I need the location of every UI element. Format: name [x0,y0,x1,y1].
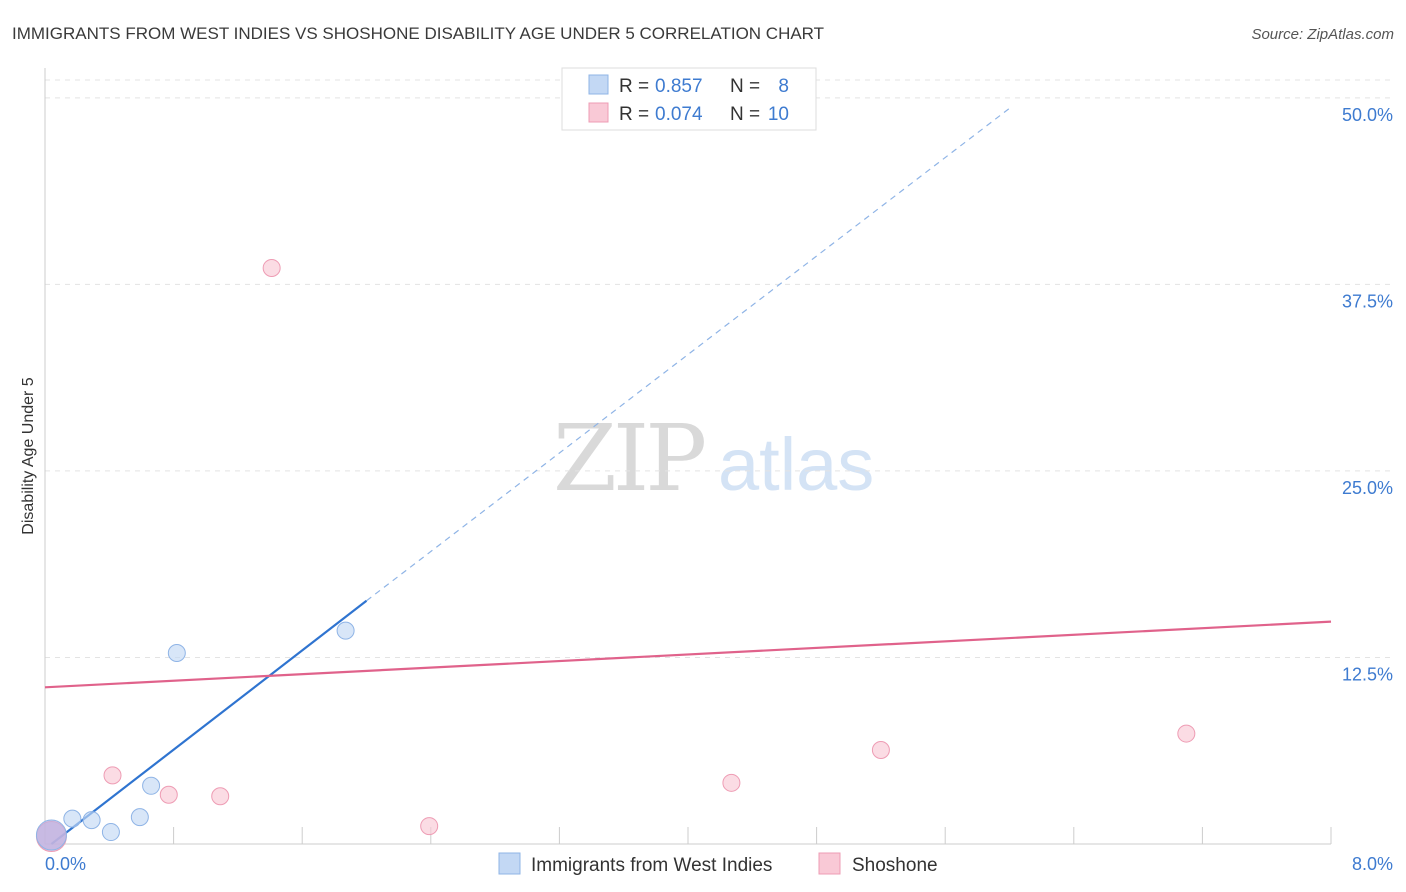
point-west-indies [35,819,67,851]
stats-r-label-west-indies: R = [619,76,649,97]
point-west-indies [336,621,355,640]
stats-n-value-shoshone: 10 [768,104,789,125]
point-shoshone [1177,724,1196,743]
watermark-zip: ZIP [553,405,704,512]
point-west-indies [101,823,120,842]
stats-n-label-west-indies: N = [730,76,760,97]
point-shoshone [871,740,890,759]
legend-swatch-shoshone [818,852,841,875]
y-tick-label: 50.0% [1342,105,1393,125]
trend-line-shoshone [44,620,1332,689]
trend-line-west-indies [50,599,368,845]
stats-r-value-shoshone: 0.074 [655,104,703,125]
point-shoshone [262,258,281,277]
stats-n-value-west-indies: 8 [778,76,789,97]
x-tick-label-min: 0.0% [45,854,86,874]
watermark-atlas: atlas [718,423,874,506]
x-axis-ticks [173,827,1332,844]
stats-legend: R = 0.857 N = 8 R = 0.074 N = 10 [561,67,817,131]
point-west-indies [167,643,186,662]
watermark: ZIP atlas [553,405,874,512]
y-tick-label: 25.0% [1342,478,1393,498]
legend-swatch-west-indies [498,852,521,875]
point-shoshone [420,817,439,836]
x-tick-label-max: 8.0% [1352,854,1393,874]
point-west-indies [142,776,161,795]
stats-swatch-west-indies [588,74,609,95]
chart-source: Source: ZipAtlas.com [1251,26,1394,43]
stats-r-label-shoshone: R = [619,104,649,125]
y-tick-label: 37.5% [1342,291,1393,311]
point-shoshone [211,787,230,806]
gridlines [45,79,1393,658]
point-west-indies [82,811,101,830]
trend-line-west-indies-extension [366,107,1010,602]
point-shoshone [159,785,178,804]
point-shoshone [103,766,122,785]
y-tick-label: 12.5% [1342,664,1393,684]
point-shoshone [722,773,741,792]
stats-r-value-west-indies: 0.857 [655,76,703,97]
stats-n-label-shoshone: N = [730,104,760,125]
point-west-indies [63,809,82,828]
chart-title: IMMIGRANTS FROM WEST INDIES VS SHOSHONE … [12,24,824,43]
stats-swatch-shoshone [588,102,609,123]
legend-label-west-indies: Immigrants from West Indies [531,855,772,876]
legend-label-shoshone: Shoshone [852,855,938,876]
y-axis-label: Disability Age Under 5 [20,377,37,535]
y-axis-tick-labels: 12.5% 25.0% 37.5% 50.0% [1342,105,1393,685]
series-legend: Immigrants from West Indies Shoshone [498,852,938,876]
point-west-indies [130,808,149,827]
trend-lines [44,107,1332,845]
